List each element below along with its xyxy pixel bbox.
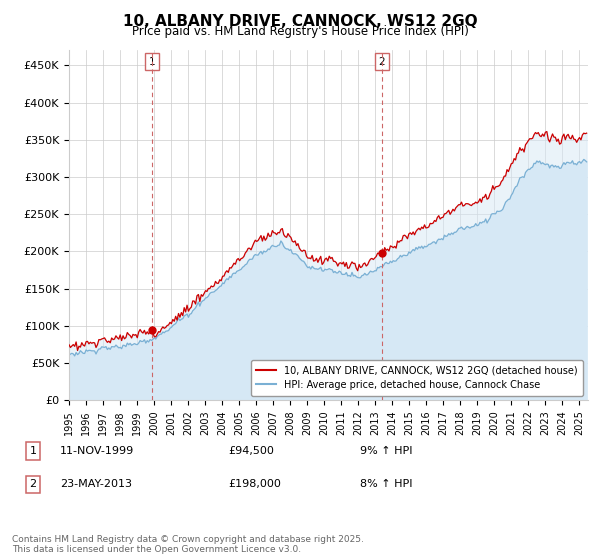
Text: 8% ↑ HPI: 8% ↑ HPI xyxy=(360,479,413,489)
Text: £94,500: £94,500 xyxy=(228,446,274,456)
Text: Contains HM Land Registry data © Crown copyright and database right 2025.
This d: Contains HM Land Registry data © Crown c… xyxy=(12,535,364,554)
Text: 2: 2 xyxy=(379,57,385,67)
Text: £198,000: £198,000 xyxy=(228,479,281,489)
Text: 9% ↑ HPI: 9% ↑ HPI xyxy=(360,446,413,456)
Text: 1: 1 xyxy=(29,446,37,456)
Text: 11-NOV-1999: 11-NOV-1999 xyxy=(60,446,134,456)
Text: Price paid vs. HM Land Registry's House Price Index (HPI): Price paid vs. HM Land Registry's House … xyxy=(131,25,469,38)
Legend: 10, ALBANY DRIVE, CANNOCK, WS12 2GQ (detached house), HPI: Average price, detach: 10, ALBANY DRIVE, CANNOCK, WS12 2GQ (det… xyxy=(251,360,583,395)
Text: 23-MAY-2013: 23-MAY-2013 xyxy=(60,479,132,489)
Text: 2: 2 xyxy=(29,479,37,489)
Text: 10, ALBANY DRIVE, CANNOCK, WS12 2GQ: 10, ALBANY DRIVE, CANNOCK, WS12 2GQ xyxy=(122,14,478,29)
Text: 1: 1 xyxy=(149,57,155,67)
